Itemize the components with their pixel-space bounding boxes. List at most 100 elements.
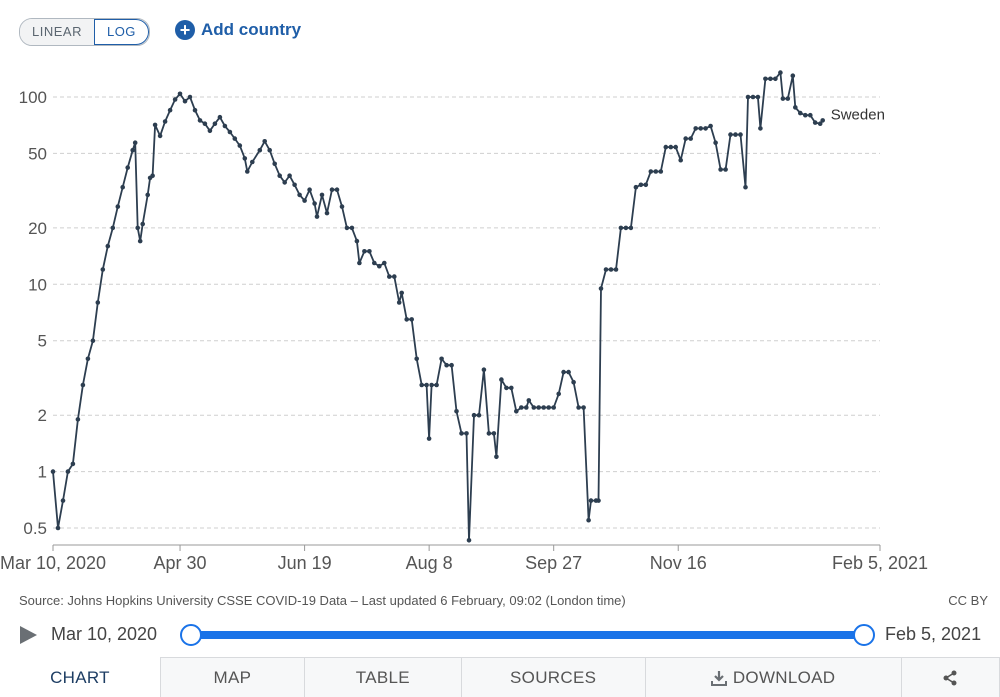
data-point	[382, 260, 387, 266]
plus-icon: +	[175, 20, 195, 40]
data-point	[648, 169, 654, 174]
y-tick-label: 2	[38, 406, 47, 425]
data-point	[596, 498, 601, 503]
data-point	[728, 132, 733, 137]
data-point	[227, 129, 233, 135]
add-country-label: Add country	[201, 20, 302, 39]
data-point	[638, 182, 644, 188]
tab-chart[interactable]: CHART	[0, 657, 161, 697]
data-point	[476, 412, 482, 418]
play-icon[interactable]	[20, 626, 37, 644]
data-point	[145, 192, 150, 198]
data-point	[329, 187, 335, 192]
x-tick-label: Apr 30	[154, 553, 207, 573]
data-point	[803, 112, 808, 118]
x-tick-label: Jun 19	[278, 553, 332, 573]
data-point	[70, 461, 76, 467]
data-point	[581, 405, 586, 410]
data-point	[257, 147, 263, 153]
data-point	[608, 267, 614, 272]
data-point	[491, 431, 497, 436]
data-point	[793, 105, 798, 110]
data-point	[812, 120, 818, 125]
data-point	[509, 385, 514, 391]
data-point	[419, 382, 425, 388]
data-point	[150, 173, 155, 178]
tab-sources[interactable]: SOURCES	[460, 657, 646, 697]
data-point	[250, 159, 255, 165]
data-point	[334, 187, 340, 192]
data-point	[454, 409, 459, 414]
x-tick-label: Sep 27	[525, 553, 582, 573]
data-point	[262, 139, 268, 144]
add-country-button[interactable]: + Add country	[175, 20, 301, 40]
scale-log-button[interactable]: LOG	[93, 19, 149, 45]
data-point	[392, 274, 397, 279]
data-point	[115, 204, 121, 209]
tab-share[interactable]	[900, 657, 1000, 697]
data-point	[135, 225, 140, 231]
data-point	[586, 517, 591, 523]
timeline-start-handle[interactable]	[180, 624, 202, 646]
data-point	[718, 167, 723, 172]
data-point	[372, 260, 377, 266]
data-point	[546, 405, 551, 410]
data-point	[172, 97, 178, 102]
data-point	[459, 431, 464, 436]
data-point	[551, 405, 556, 410]
data-point	[519, 405, 524, 410]
data-point	[750, 94, 756, 100]
data-point	[152, 122, 158, 128]
scale-linear-button[interactable]: LINEAR	[20, 19, 94, 45]
x-tick-label: Nov 16	[650, 553, 707, 573]
x-tick-label: Feb 5, 2021	[832, 553, 928, 573]
data-point	[314, 214, 320, 219]
data-point	[404, 317, 410, 322]
data-point	[125, 165, 130, 170]
data-point	[75, 417, 81, 422]
tab-table[interactable]: TABLE	[303, 657, 462, 697]
data-point	[324, 210, 330, 216]
y-tick-label: 1	[38, 463, 47, 482]
data-point	[643, 182, 649, 188]
y-tick-label: 100	[19, 88, 47, 107]
data-point	[494, 454, 499, 460]
data-point	[673, 144, 678, 150]
data-point	[745, 94, 751, 100]
timeline-track[interactable]	[190, 631, 863, 639]
data-point	[282, 180, 288, 185]
data-point	[207, 128, 213, 134]
data-point	[80, 382, 86, 388]
data-point	[110, 225, 116, 231]
data-point	[778, 70, 783, 75]
tab-download-label: DOWNLOAD	[732, 667, 836, 687]
data-point	[377, 263, 382, 269]
data-point	[105, 243, 111, 249]
data-point	[808, 112, 813, 118]
tab-download[interactable]: DOWNLOAD	[644, 657, 902, 697]
license-link[interactable]: CC BY	[948, 593, 988, 608]
data-point	[790, 73, 796, 78]
data-point	[618, 225, 624, 231]
data-point	[242, 156, 248, 161]
y-tick-label: 0.5	[23, 519, 47, 538]
data-point	[576, 405, 581, 410]
timeline-end-handle[interactable]	[853, 624, 875, 646]
data-point	[698, 126, 703, 131]
tab-map[interactable]: MAP	[159, 657, 305, 697]
data-point	[60, 498, 66, 503]
data-point	[755, 94, 761, 100]
data-point	[157, 133, 163, 139]
data-point	[162, 119, 168, 124]
data-point	[653, 169, 659, 174]
data-point	[773, 76, 778, 82]
data-point	[633, 184, 639, 190]
data-point	[130, 147, 135, 153]
data-point	[439, 356, 444, 362]
data-point	[743, 184, 748, 190]
data-point	[272, 161, 278, 167]
data-point	[90, 338, 96, 344]
data-point	[768, 76, 773, 82]
data-point	[566, 369, 571, 375]
x-tick-label: Mar 10, 2020	[0, 553, 106, 573]
